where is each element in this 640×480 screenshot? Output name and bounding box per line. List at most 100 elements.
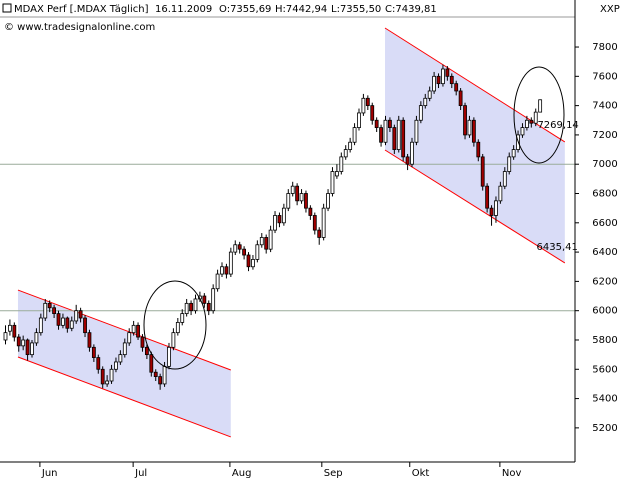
candle-body <box>480 156 485 187</box>
candle-body <box>224 266 229 275</box>
y-tick-label: 7200 <box>592 130 617 141</box>
candle-body <box>268 229 273 250</box>
candle-body <box>471 119 476 143</box>
header: MDAX Perf [.MDAX Täglich] 16.11.2009 O:7… <box>14 4 437 15</box>
candle-body <box>259 237 264 246</box>
highlight-circle <box>143 280 207 370</box>
candle-body <box>312 215 317 231</box>
candle-body <box>175 322 180 334</box>
candle-body <box>21 339 26 347</box>
candle-body <box>91 346 96 358</box>
candle-body <box>255 244 260 260</box>
y-tick-label: 6200 <box>592 276 617 287</box>
candle-body <box>131 324 136 334</box>
candle-body <box>538 99 543 113</box>
highlight-circle <box>513 66 565 164</box>
candle-body <box>507 156 512 172</box>
y-tick-label: 5600 <box>592 364 617 375</box>
x-tick-label: Jun <box>41 468 58 479</box>
candle-body <box>193 298 198 312</box>
y-tick-label: 7000 <box>592 159 617 170</box>
candle-body <box>162 365 167 385</box>
candle-body <box>149 354 154 373</box>
candle-body <box>533 111 538 124</box>
candle-body <box>449 75 454 85</box>
y-tick-label: 7400 <box>592 101 617 112</box>
symbol: MDAX Perf [.MDAX Täglich] <box>14 4 149 15</box>
candle-body <box>233 244 238 253</box>
candle-body <box>202 295 207 304</box>
candle-body <box>458 90 463 107</box>
candle-body <box>122 342 127 356</box>
candle-body <box>432 75 437 92</box>
candle-body <box>365 97 370 107</box>
candle-body <box>463 105 467 136</box>
candle-body <box>414 119 419 143</box>
x-tick-label: Okt <box>412 468 430 479</box>
candle-body <box>211 288 216 312</box>
candle-body <box>295 185 300 202</box>
candle-body <box>348 141 353 150</box>
x-tick-label: Sep <box>324 468 343 479</box>
candle-body <box>74 310 79 322</box>
candle-body <box>467 119 472 136</box>
y-tick-label: 6600 <box>592 218 617 229</box>
open: O:7355,69 <box>219 4 271 15</box>
y-tick-label: 6000 <box>592 306 617 317</box>
channel-line <box>17 289 231 371</box>
candle-body <box>189 302 193 312</box>
candle-body <box>498 185 503 202</box>
candle-body <box>383 119 388 143</box>
candle-body <box>427 90 432 99</box>
candle-body <box>339 156 344 172</box>
candle-body <box>388 119 392 128</box>
candle-body <box>56 313 61 326</box>
candle-body <box>87 332 92 348</box>
candle-body <box>47 302 52 309</box>
candle-body <box>357 112 361 128</box>
x-tick-label: Nov <box>502 468 522 479</box>
candle-body <box>127 332 132 344</box>
candle-body <box>374 119 379 128</box>
candle-body <box>410 141 414 165</box>
candle-body <box>392 127 397 150</box>
candle-body <box>96 357 101 370</box>
candle-body <box>330 171 335 194</box>
candle-body <box>485 185 490 209</box>
candle-body <box>361 97 366 114</box>
y-tick-label: 6400 <box>592 247 617 258</box>
close: C:7439,81 <box>385 4 437 15</box>
candle-body <box>436 75 441 85</box>
candle-body <box>273 215 277 231</box>
candle-body <box>206 302 211 312</box>
candle-body <box>334 171 339 177</box>
axis-title: XXP <box>600 4 620 15</box>
candle-body <box>286 193 291 209</box>
channel-line <box>384 149 566 264</box>
candle-body <box>83 317 87 334</box>
candle-body <box>326 193 330 209</box>
y-tick-label: 7600 <box>592 71 617 82</box>
candle-body <box>251 259 255 268</box>
candle-body <box>454 83 459 92</box>
y-tick-label: 5800 <box>592 335 617 346</box>
copyright: © www.tradesignalonline.com <box>4 22 155 33</box>
candle-body <box>3 332 8 341</box>
candle-body <box>52 307 56 315</box>
candle-body <box>25 339 30 356</box>
candle-body <box>502 171 507 187</box>
candle-body <box>180 313 185 323</box>
candle-body <box>405 156 410 165</box>
candle-body <box>140 336 145 348</box>
candle-body <box>136 324 140 338</box>
candle-body <box>264 237 269 250</box>
candle-body <box>167 346 171 367</box>
candle-body <box>418 105 423 121</box>
plot: 5200 5400 5600 5800 6000 6200 6400 6600 6800 7000… <box>3 42 618 479</box>
candle-body <box>308 207 313 216</box>
candle-body <box>8 324 12 332</box>
candle-body <box>290 185 295 194</box>
candle-body <box>441 68 445 85</box>
candle-body <box>78 310 83 319</box>
